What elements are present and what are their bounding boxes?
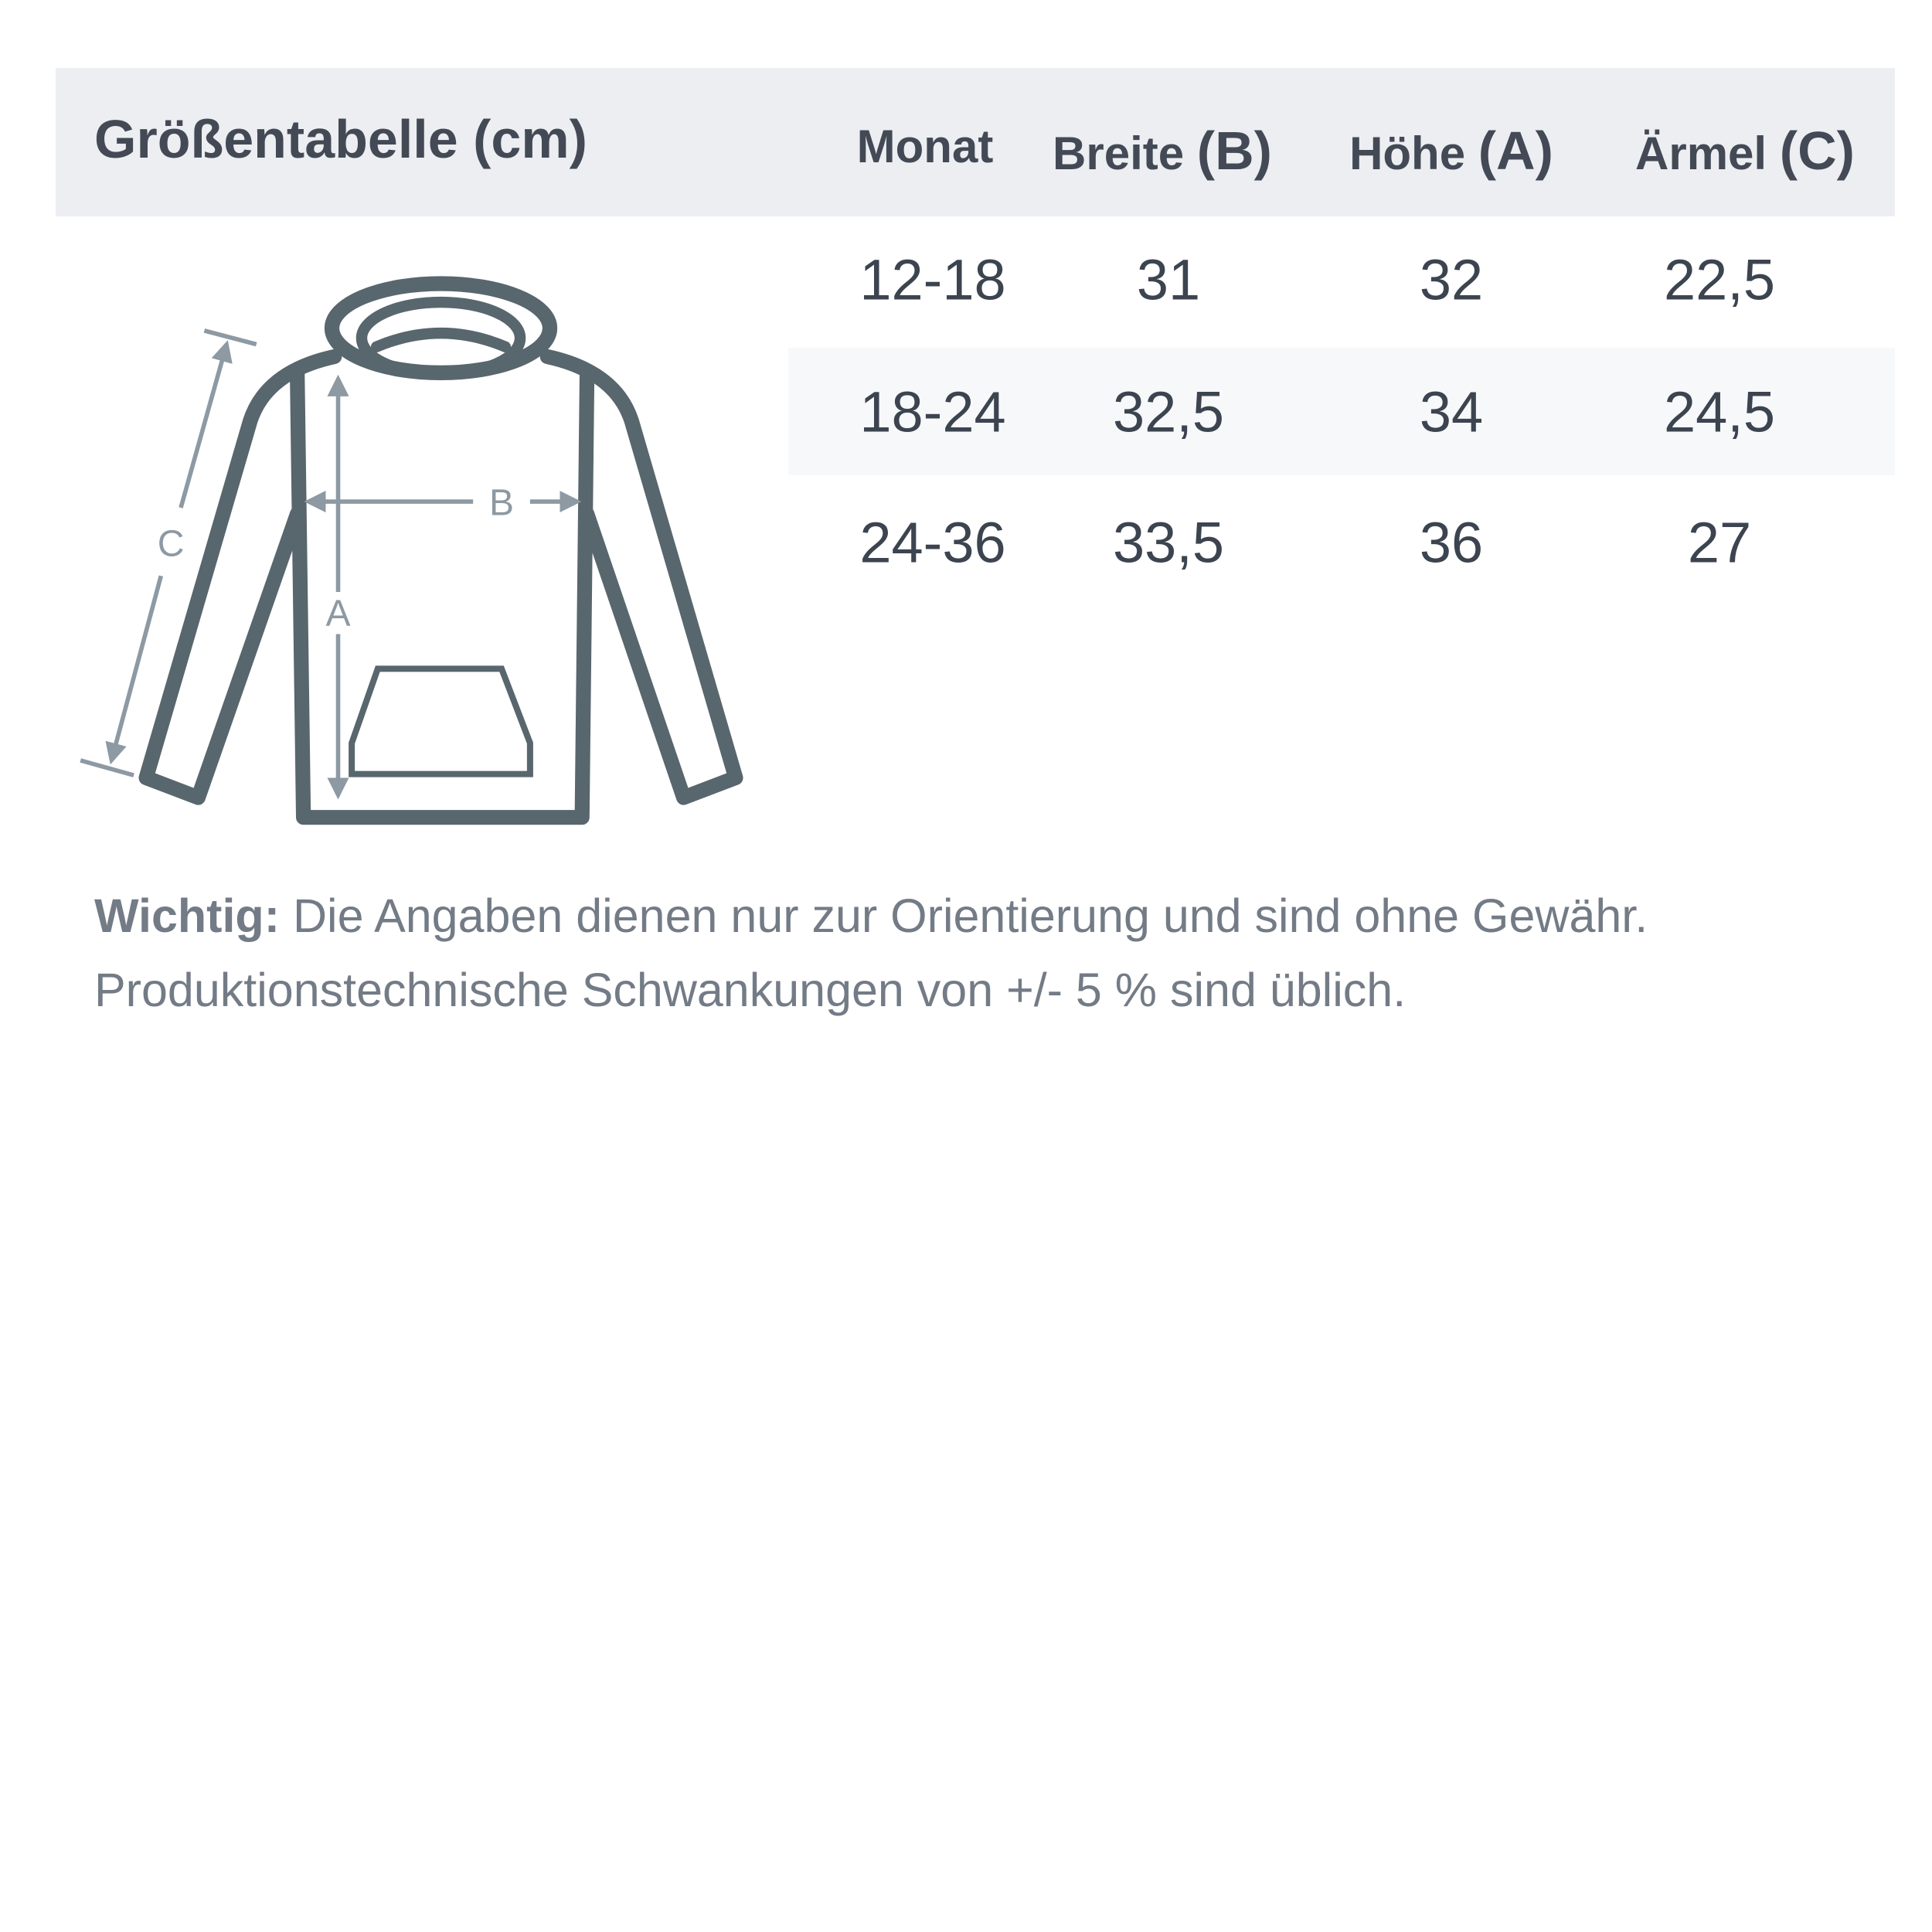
column-header-hoehe: Höhe (A)	[1349, 120, 1553, 182]
cell-monat: 18-24	[859, 379, 1006, 444]
cell-breite: 32,5	[1112, 379, 1225, 444]
cell-hoehe: 36	[1419, 510, 1484, 575]
page-title: Größentabelle (cm)	[94, 109, 587, 169]
arrow-c-up	[179, 340, 233, 509]
column-label: Breite	[1053, 128, 1185, 179]
cell-hoehe: 32	[1419, 247, 1484, 312]
cell-hoehe: 34	[1419, 379, 1484, 444]
pocket	[349, 665, 533, 777]
disclaimer-label: Wichtig:	[94, 889, 281, 942]
cell-breite: 31	[1136, 247, 1201, 312]
disclaimer-line-1: Wichtig: Die Angaben dienen nur zur Orie…	[94, 889, 1648, 943]
table-row-stripe	[788, 348, 1895, 475]
tick-c-top	[203, 328, 257, 347]
tick-c-bottom	[80, 758, 134, 777]
column-suffix: (B)	[1196, 121, 1272, 181]
cell-aermel: 22,5	[1663, 247, 1776, 312]
cell-monat: 12-18	[859, 247, 1006, 312]
cell-aermel: 24,5	[1663, 379, 1776, 444]
column-suffix: (C)	[1779, 121, 1855, 181]
column-label: Monat	[856, 121, 994, 172]
column-label: Ärmel	[1635, 128, 1767, 179]
measure-arrows	[80, 328, 582, 800]
cell-breite: 33,5	[1112, 510, 1225, 575]
disclaimer-line-2: Produktionstechnische Schwankungen von +…	[94, 964, 1406, 1016]
column-header-monat: Monat	[857, 120, 994, 173]
label-b: B	[489, 482, 514, 524]
cell-aermel: 27	[1687, 510, 1752, 575]
column-suffix: (A)	[1478, 121, 1553, 181]
disclaimer-text: Die Angaben dienen nur zur Orientierung …	[280, 889, 1648, 942]
column-label: Höhe	[1349, 128, 1466, 179]
column-header-breite: Breite (B)	[1053, 120, 1272, 182]
hoodie-outline	[138, 276, 743, 825]
label-a: A	[325, 592, 350, 634]
arrow-c-down	[105, 575, 164, 765]
table-header-band	[56, 68, 1895, 216]
column-header-aermel: Ärmel (C)	[1635, 120, 1855, 182]
cell-monat: 24-36	[859, 510, 1006, 575]
label-c: C	[158, 523, 185, 565]
